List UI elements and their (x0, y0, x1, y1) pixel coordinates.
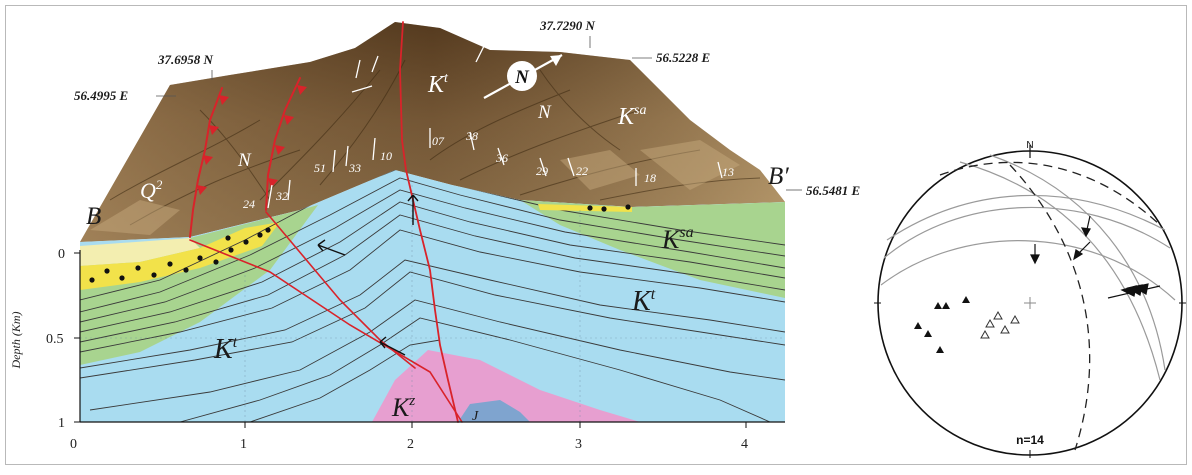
lon-west-label: 56.4995 E (74, 88, 129, 103)
dip-label: 32 (275, 189, 288, 203)
north-arrow: N (483, 54, 563, 99)
lat-west-label: 37.6958 N (157, 52, 214, 67)
depth-tick-1: 1 (58, 416, 65, 431)
thrust-teeth (197, 85, 307, 195)
distance-tick-3: 3 (575, 437, 582, 452)
alluvium-pebbles (89, 227, 271, 283)
dip-label: 36 (495, 151, 508, 165)
j-unit-label: J (472, 409, 479, 424)
section-start-label: B (86, 203, 101, 230)
slip-arrow-3 (407, 194, 419, 225)
stereonet-great-circles (880, 154, 1176, 381)
depth-axis-title: Depth (Km) (9, 312, 23, 370)
depth-tick-05: 0.5 (46, 332, 64, 347)
terrain-ridgelines (109, 59, 761, 226)
bedding-lines (80, 170, 785, 422)
dip-label: 10 (380, 149, 392, 163)
lat-east-label: 37.7290 N (539, 18, 596, 33)
stereonet-solid-triangles (914, 296, 970, 353)
kz-unit-fill (372, 350, 640, 422)
distance-tick-0: 0 (70, 437, 77, 452)
distance-axis: 0 1 2 3 4 (70, 421, 785, 452)
slip-arrow-2 (379, 336, 406, 356)
dip-label: 13 (722, 165, 734, 179)
north-arrow-disc (507, 61, 537, 91)
fault-thrust-1-section (189, 239, 463, 423)
north-arrow-label: N (514, 67, 530, 88)
kt-unit-label-top: Kt (427, 71, 449, 98)
kt-unit-label-west: Kt (213, 334, 238, 365)
ksa-unit-label-top: Ksa (617, 103, 646, 130)
dip-label: 07 (432, 134, 445, 148)
stereonet-dashed-circles (939, 161, 1161, 451)
dip-label: 29 (536, 164, 548, 178)
fault-thrust-2-section (265, 211, 416, 369)
dip-label: 51 (314, 161, 326, 175)
east-alluvium-strip (538, 204, 632, 212)
terrain-unit-labels: Q2 N Kt N Ksa (140, 71, 646, 203)
dip-symbols (267, 45, 723, 209)
ksa-unit-label-section: Ksa (661, 224, 694, 254)
dip-label: 33 (348, 161, 361, 175)
terrain-shading (80, 22, 785, 242)
fault-thrust-1-surface (189, 87, 223, 238)
slip-arrows (317, 194, 419, 356)
faults (189, 21, 463, 423)
section-grid (80, 180, 785, 422)
dip-label: 18 (644, 171, 656, 185)
distance-tick-2: 2 (407, 437, 414, 452)
depth-axis: 0 0.5 1 Depth (Km) (9, 247, 81, 431)
coordinate-labels: 37.6958 N 56.4995 E 37.7290 N 56.5228 E … (74, 18, 861, 198)
terrain-light-patches (90, 140, 740, 235)
distance-tick-1: 1 (240, 437, 247, 452)
stereonet: N (874, 140, 1186, 458)
kz-unit-label: Kz (391, 393, 415, 422)
dip-labels: 24 32 51 33 10 07 38 36 29 22 18 13 (243, 129, 734, 211)
stereonet-slip-arrows (1030, 215, 1161, 299)
j-unit-fill (458, 400, 530, 422)
pale-band (80, 238, 200, 266)
n-unit-label-east: N (537, 102, 552, 123)
lon-east-right-label: 56.5481 E (806, 183, 861, 198)
terrain-surface (80, 22, 785, 242)
depth-tick-0: 0 (58, 247, 65, 262)
fault-thrust-2-surface (265, 77, 301, 211)
dip-label: 38 (465, 129, 478, 143)
stereonet-north-label: N (1026, 140, 1033, 151)
stereonet-count-label: n=14 (1016, 433, 1044, 447)
kt-unit-label-east: Kt (631, 286, 656, 317)
lon-east-top-label: 56.5228 E (656, 50, 711, 65)
stereonet-center-cross (1024, 297, 1036, 309)
dip-label: 22 (576, 164, 588, 178)
slip-arrow-1 (317, 239, 346, 256)
cross-section (80, 170, 785, 422)
q2-unit-label: Q2 (140, 177, 163, 203)
section-unit-labels: Ksa Kt Kt Kz J (213, 224, 694, 424)
east-alluvium-pebbles (587, 204, 631, 212)
stereonet-open-triangles (980, 310, 1020, 339)
section-end-label: B′ (768, 163, 789, 190)
dip-label: 24 (243, 197, 255, 211)
fault-main-vertical (399, 21, 459, 423)
n-unit-label-west: N (237, 150, 252, 171)
distance-tick-4: 4 (741, 437, 748, 452)
